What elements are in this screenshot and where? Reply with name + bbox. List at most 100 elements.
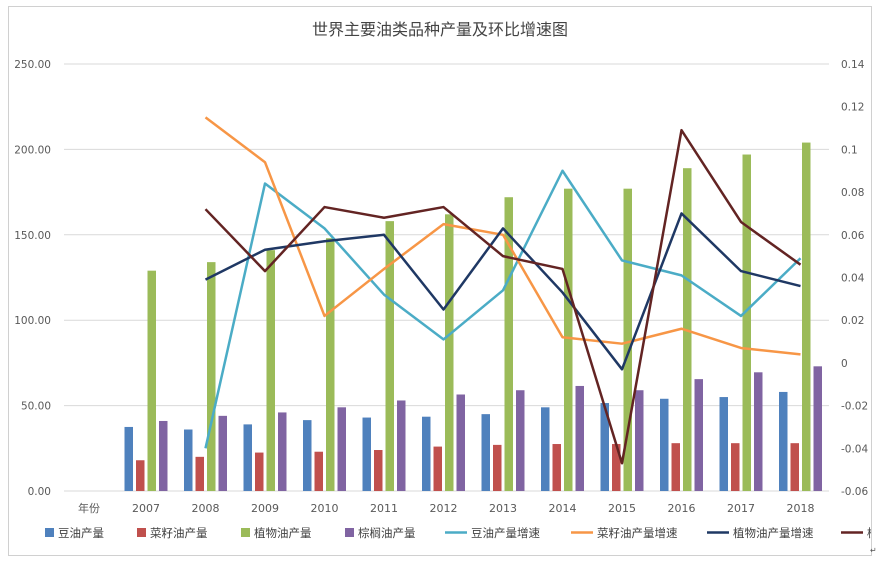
bar — [671, 443, 680, 491]
bar — [564, 188, 573, 491]
bar — [612, 444, 621, 491]
bar — [303, 420, 312, 491]
legend-label: 植物油产量增速 — [733, 526, 814, 540]
x-axis-header: 年份 — [78, 501, 100, 515]
legend-label: 豆油产量增速 — [471, 526, 540, 540]
y-right-tick-label: -0.06 — [841, 486, 868, 498]
bar — [433, 446, 442, 491]
bar — [779, 391, 788, 491]
bar — [541, 407, 550, 491]
bar — [159, 420, 168, 491]
bar — [504, 197, 513, 491]
y-right-tick-label: 0.04 — [841, 273, 865, 285]
bar — [719, 397, 728, 491]
bar — [813, 366, 822, 491]
bar — [147, 270, 156, 491]
bar — [218, 415, 227, 491]
chart-title: 世界主要油类品种产量及环比增速图 — [312, 20, 568, 39]
series-line — [204, 128, 802, 465]
bar — [516, 390, 525, 491]
bar — [623, 188, 632, 491]
bar — [397, 400, 406, 491]
y-right-tick-label: 0.12 — [841, 102, 864, 114]
legend-label: 菜籽油产量 — [150, 526, 208, 540]
y-left-tick-label: 150.00 — [14, 230, 51, 242]
x-tick-label: 2013 — [489, 502, 517, 515]
bar — [243, 424, 252, 491]
legend: 豆油产量 菜籽油产量 植物油产量 棕榈油产量 豆油产量增速 菜籽油产量增速 植物油产量增速 棕… — [45, 526, 871, 540]
y-left-tick-label: 250.00 — [14, 59, 51, 71]
legend-label: 豆油产量 — [58, 526, 104, 540]
x-tick-label: 2007 — [132, 502, 160, 515]
bar — [337, 407, 346, 491]
x-tick-label: 2012 — [430, 502, 458, 515]
x-tick-label: 2010 — [311, 502, 339, 515]
bar — [635, 390, 644, 491]
bar — [184, 429, 193, 491]
legend-label: 植物油产量 — [254, 526, 312, 540]
line-layer — [204, 116, 802, 465]
bar — [600, 403, 609, 491]
legend-label: 棕榈油产量 — [358, 526, 416, 540]
series-line — [204, 212, 801, 371]
bar — [195, 456, 204, 491]
bar — [445, 214, 454, 491]
bar — [124, 426, 133, 491]
bar — [456, 394, 465, 491]
axis-layer: 年份 0.00 50.00 100.00 150.00 200.00 250.00 -0.0… — [14, 59, 868, 515]
series-line — [204, 116, 801, 356]
bar — [575, 385, 584, 491]
x-tick-label: 2008 — [192, 502, 220, 515]
bar — [422, 416, 431, 491]
bar — [362, 417, 371, 491]
y-right-tick-label: 0 — [841, 358, 848, 370]
y-left-tick-label: 100.00 — [14, 315, 51, 327]
y-right-tick-label: 0.14 — [841, 59, 865, 71]
legend-swatch — [137, 528, 146, 537]
y-left-tick-label: 200.00 — [14, 144, 51, 156]
bar — [374, 450, 383, 491]
bar — [552, 444, 561, 491]
y-right-tick-label: -0.02 — [841, 401, 868, 413]
bar — [266, 250, 275, 491]
y-right-tick-label: 0.06 — [841, 230, 865, 242]
legend-label: 菜籽油产量增速 — [597, 526, 678, 540]
bar — [255, 452, 264, 491]
bar — [481, 414, 490, 491]
bar — [731, 443, 740, 491]
bar — [790, 443, 799, 491]
paragraph-mark: ↵ — [870, 546, 877, 555]
y-left-tick-label: 0.00 — [28, 486, 51, 498]
bar — [136, 460, 145, 491]
legend-swatch — [241, 528, 250, 537]
y-left-tick-label: 50.00 — [21, 401, 51, 413]
bar — [660, 398, 669, 491]
legend-swatch — [45, 528, 54, 537]
legend-swatch — [345, 528, 354, 537]
bar-layer — [124, 142, 822, 492]
y-right-tick-label: -0.04 — [841, 443, 868, 455]
legend-label: 棕榈油产量增速 — [867, 526, 871, 540]
bar — [278, 412, 287, 491]
chart-frame: 世界主要油类品种产量及环比增速图 年份 0.00 50.00 100.00 150.0… — [8, 6, 872, 556]
bar — [314, 451, 323, 491]
bar — [326, 238, 335, 491]
bar — [802, 142, 811, 491]
x-tick-label: 2018 — [787, 502, 815, 515]
y-right-tick-label: 0.1 — [841, 144, 858, 156]
series-line — [204, 169, 802, 449]
y-right-tick-label: 0.02 — [841, 315, 864, 327]
x-tick-label: 2016 — [668, 502, 696, 515]
chart-svg: 世界主要油类品种产量及环比增速图 年份 0.00 50.00 100.00 150.0… — [14, 20, 871, 540]
bar — [694, 379, 703, 491]
bar — [742, 154, 751, 492]
x-tick-label: 2014 — [549, 502, 577, 515]
x-tick-label: 2017 — [727, 502, 755, 515]
bar — [207, 262, 216, 491]
x-tick-label: 2015 — [608, 502, 636, 515]
x-tick-label: 2009 — [251, 502, 279, 515]
bar — [754, 372, 763, 491]
bar — [493, 444, 502, 491]
x-tick-label: 2011 — [370, 502, 398, 515]
bar — [385, 221, 394, 492]
